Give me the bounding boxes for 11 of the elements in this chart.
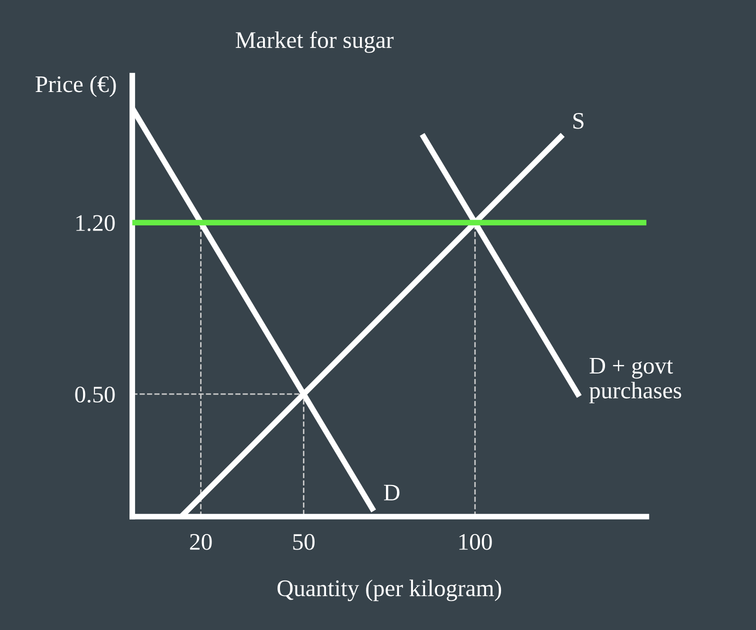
x-tick-label: 20: [190, 534, 212, 550]
y-tick-label: 1.20: [76, 215, 115, 232]
series-label: S: [573, 113, 584, 129]
chart-title: Market for sugar: [236, 31, 394, 53]
y-tick-label: 0.50: [75, 386, 115, 403]
series-label: D + govt purchases: [589, 358, 682, 404]
series-label: D: [384, 484, 400, 500]
x-tick-label: 100: [459, 534, 492, 550]
x-axis-title: Quantity (per kilogram): [278, 580, 502, 602]
x-tick-label: 50: [293, 534, 315, 550]
y-axis-title: Price (€): [36, 76, 116, 98]
